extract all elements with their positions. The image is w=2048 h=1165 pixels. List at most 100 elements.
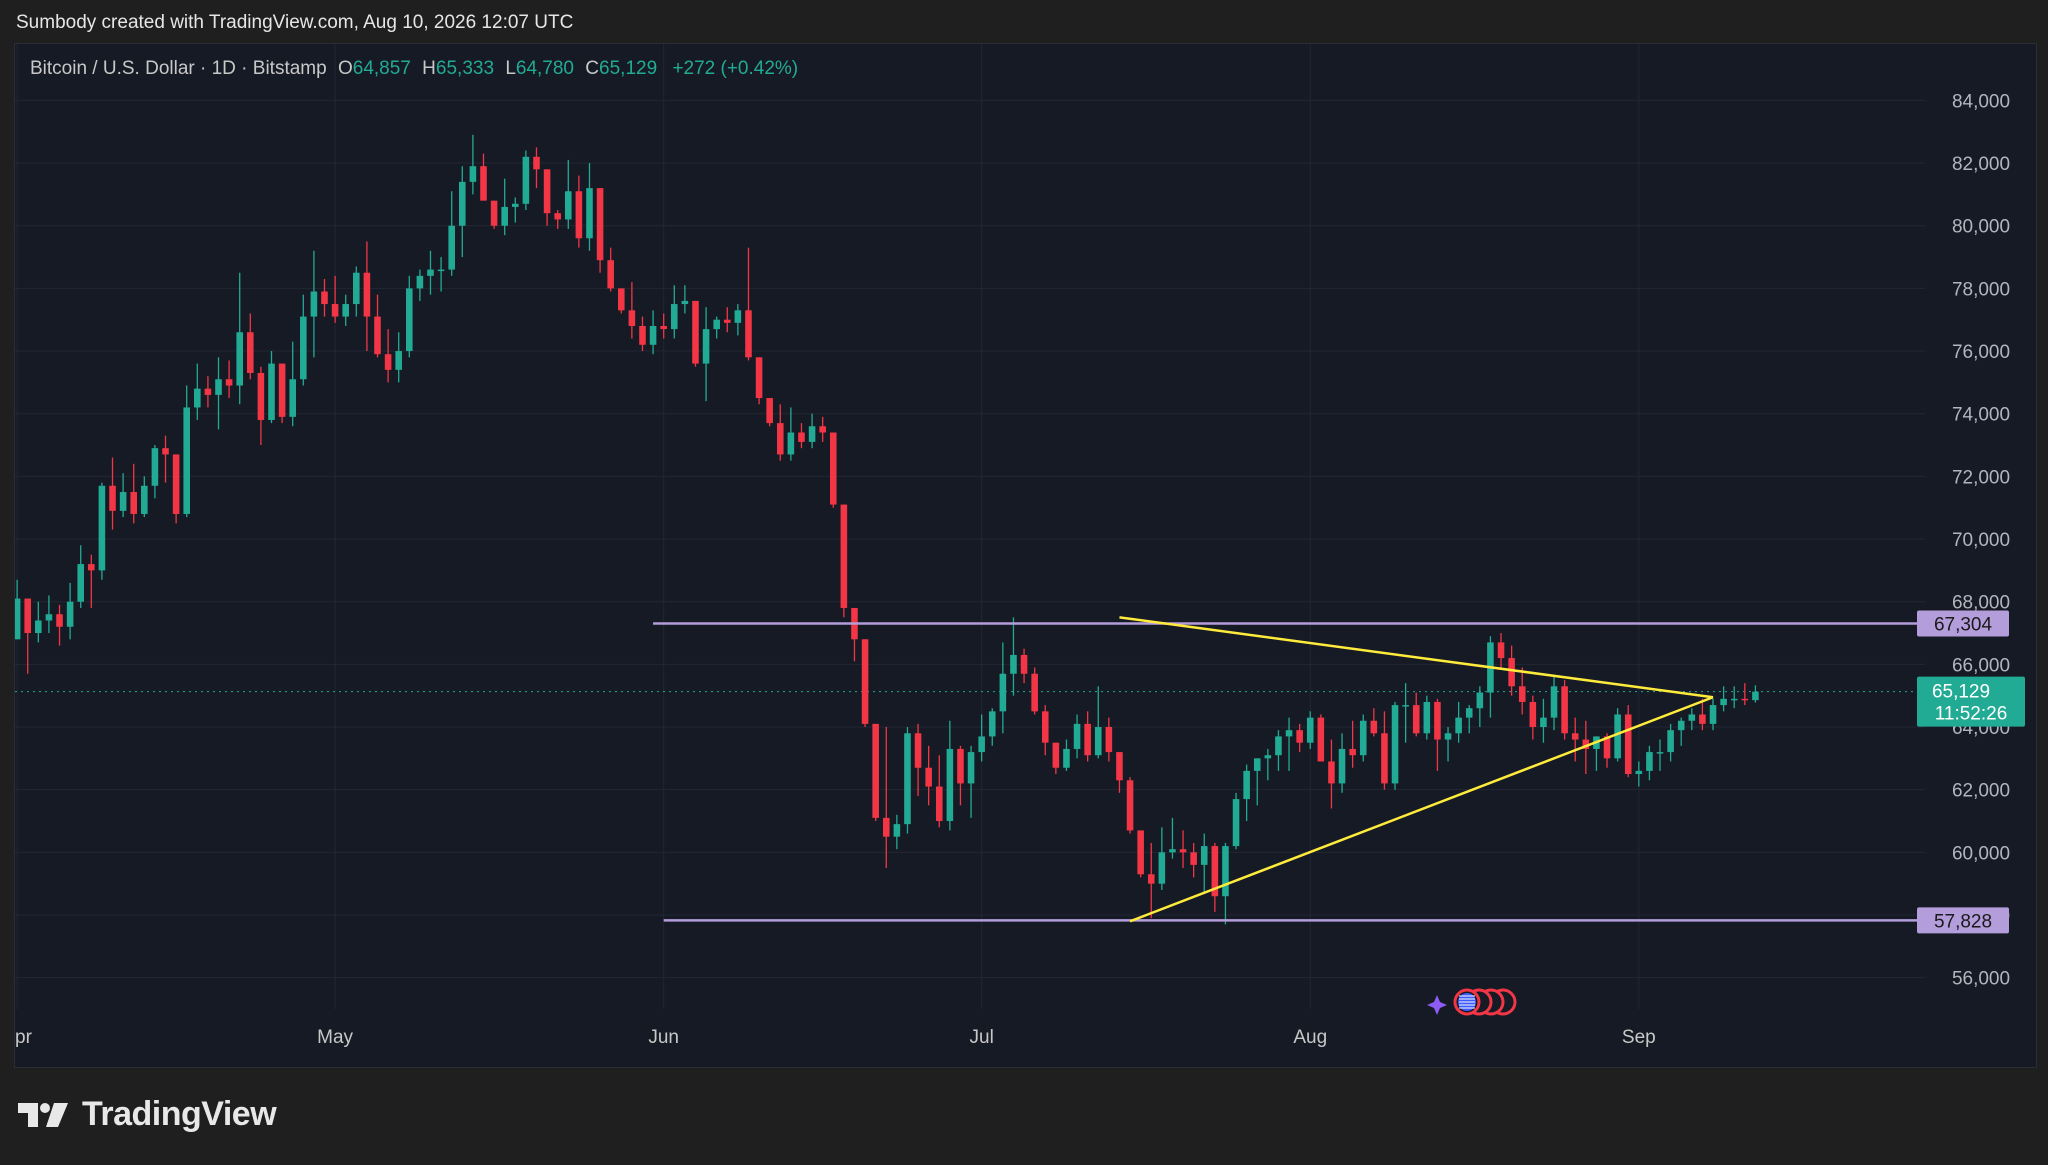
candle[interactable] xyxy=(1190,842,1197,878)
candle-body[interactable] xyxy=(1688,714,1696,721)
candle-body[interactable] xyxy=(564,191,572,220)
candle-body[interactable] xyxy=(893,824,901,837)
candle[interactable] xyxy=(151,445,159,499)
candle[interactable] xyxy=(925,745,932,806)
candle-body[interactable] xyxy=(300,316,307,380)
candle[interactable] xyxy=(1402,683,1409,743)
candle[interactable] xyxy=(1487,636,1494,718)
candle-body[interactable] xyxy=(1635,770,1643,775)
candle[interactable] xyxy=(607,247,614,292)
candle[interactable] xyxy=(670,285,678,339)
candle[interactable] xyxy=(1328,739,1335,809)
candle[interactable] xyxy=(172,454,180,524)
candle-body[interactable] xyxy=(1031,673,1038,712)
candle-body[interactable] xyxy=(257,372,265,420)
candle-body[interactable] xyxy=(639,325,646,345)
candle-body[interactable] xyxy=(1105,727,1113,753)
candle[interactable] xyxy=(1137,830,1144,878)
candle-body[interactable] xyxy=(1084,723,1091,756)
candle-body[interactable] xyxy=(1338,748,1346,784)
candle-body[interactable] xyxy=(1646,752,1653,771)
price-chart[interactable]: 56,00058,00060,00062,00064,00066,00068,0… xyxy=(15,44,2036,1067)
candle-body[interactable] xyxy=(1147,874,1155,884)
candle-body[interactable] xyxy=(1232,799,1240,847)
candle[interactable] xyxy=(289,341,296,427)
candle-body[interactable] xyxy=(469,166,477,182)
candle[interactable] xyxy=(24,598,32,674)
candle[interactable] xyxy=(575,175,583,248)
candle[interactable] xyxy=(808,413,816,449)
candle[interactable] xyxy=(1646,745,1653,781)
candle[interactable] xyxy=(1253,758,1261,806)
candle-body[interactable] xyxy=(1306,717,1314,743)
candle[interactable] xyxy=(88,554,95,608)
candle[interactable] xyxy=(1656,739,1664,771)
candle[interactable] xyxy=(1063,739,1070,771)
candle[interactable] xyxy=(1699,698,1706,731)
tradingview-brand[interactable]: TradingView xyxy=(18,1095,277,1134)
candle-body[interactable] xyxy=(289,379,296,417)
candle[interactable] xyxy=(1285,717,1293,771)
candle[interactable] xyxy=(119,473,127,518)
candle[interactable] xyxy=(331,275,339,323)
candle-body[interactable] xyxy=(215,379,222,395)
candle-body[interactable] xyxy=(448,225,455,270)
candle-body[interactable] xyxy=(575,191,583,239)
candle-body[interactable] xyxy=(501,206,508,226)
candle-body[interactable] xyxy=(1434,701,1441,740)
candle[interactable] xyxy=(1296,723,1303,753)
candle-body[interactable] xyxy=(98,485,106,571)
candle-body[interactable] xyxy=(384,354,392,370)
candle-body[interactable] xyxy=(1720,698,1727,706)
candle-body[interactable] xyxy=(331,304,339,317)
candle[interactable] xyxy=(554,210,561,229)
candle[interactable] xyxy=(798,423,805,449)
candle[interactable] xyxy=(1306,711,1314,749)
candle[interactable] xyxy=(617,288,625,314)
candle-body[interactable] xyxy=(702,329,710,364)
candle[interactable] xyxy=(1741,683,1749,706)
candle[interactable] xyxy=(533,147,540,189)
candle-body[interactable] xyxy=(204,388,212,395)
candle-body[interactable] xyxy=(554,213,561,220)
candle[interactable] xyxy=(236,272,243,405)
candle-body[interactable] xyxy=(1508,658,1515,687)
candle[interactable] xyxy=(596,188,604,273)
candle[interactable] xyxy=(1211,842,1219,912)
candle-body[interactable] xyxy=(1391,705,1399,784)
candle-body[interactable] xyxy=(957,748,964,784)
candle-body[interactable] xyxy=(978,736,985,753)
candle-body[interactable] xyxy=(925,767,932,787)
candle-body[interactable] xyxy=(66,601,74,627)
candle[interactable] xyxy=(183,385,190,518)
candle[interactable] xyxy=(893,814,901,850)
candle-body[interactable] xyxy=(946,748,954,822)
candle[interactable] xyxy=(1381,711,1388,790)
candle-body[interactable] xyxy=(247,332,254,373)
candle[interactable] xyxy=(194,363,201,420)
candle-body[interactable] xyxy=(617,288,625,311)
candle[interactable] xyxy=(98,482,106,580)
candle[interactable] xyxy=(374,294,381,358)
candle-body[interactable] xyxy=(236,332,243,386)
drawings[interactable] xyxy=(653,616,1925,923)
candle-body[interactable] xyxy=(1624,714,1632,775)
candle[interactable] xyxy=(1667,723,1674,762)
candle-body[interactable] xyxy=(1370,720,1378,734)
candle[interactable] xyxy=(384,329,392,383)
candle-body[interactable] xyxy=(1603,736,1611,759)
candle-body[interactable] xyxy=(406,288,413,352)
candle[interactable] xyxy=(1275,730,1282,771)
candle-body[interactable] xyxy=(1582,739,1590,749)
candle[interactable] xyxy=(1444,727,1452,762)
candle[interactable] xyxy=(1031,667,1038,715)
candle-body[interactable] xyxy=(1222,846,1229,897)
candle[interactable] xyxy=(1041,705,1049,756)
event-markers[interactable] xyxy=(1427,988,1517,1016)
candle[interactable] xyxy=(723,307,731,333)
candle-body[interactable] xyxy=(162,448,169,455)
candle-body[interactable] xyxy=(512,203,519,207)
candle-body[interactable] xyxy=(490,200,498,226)
candle[interactable] xyxy=(1084,711,1091,762)
candle[interactable] xyxy=(459,166,466,258)
